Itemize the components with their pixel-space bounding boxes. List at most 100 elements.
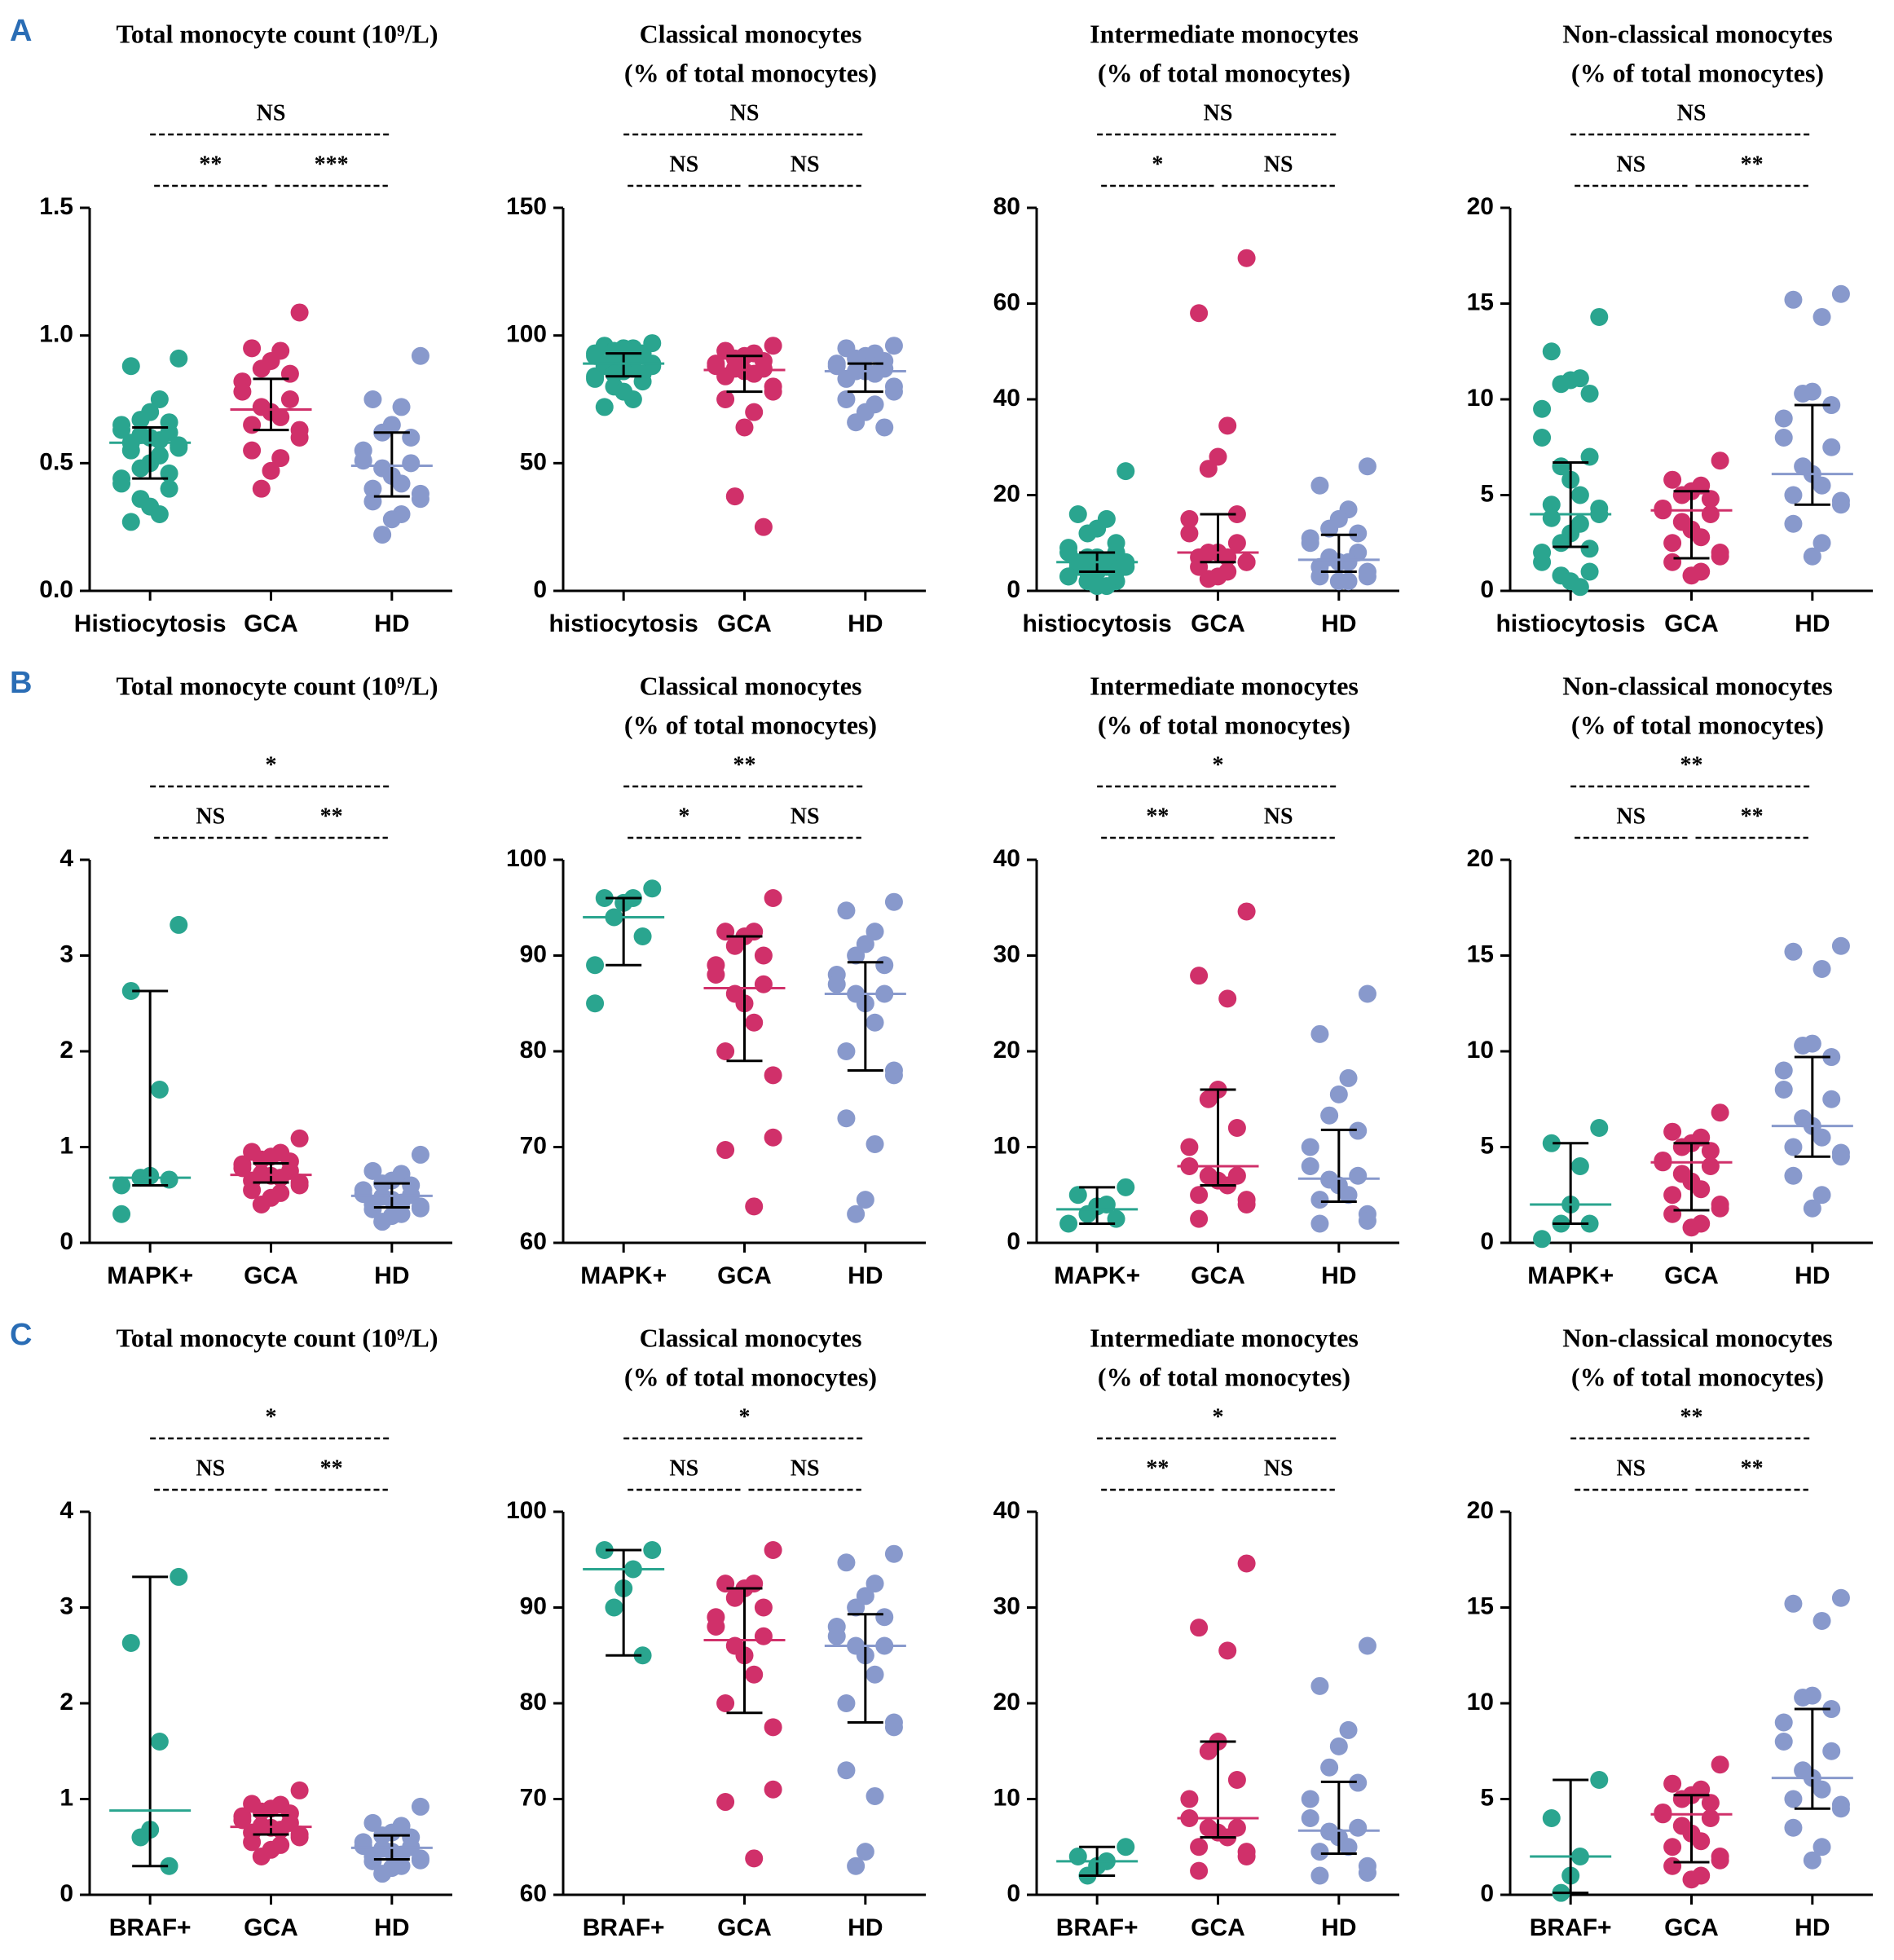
data-point (1068, 1186, 1087, 1205)
data-point (1831, 936, 1850, 955)
data-point (837, 1553, 856, 1572)
data-point (1117, 462, 1135, 481)
y-tick-label: 3 (59, 940, 73, 967)
data-point (837, 901, 856, 920)
data-point (1784, 486, 1803, 504)
data-point (290, 429, 309, 447)
data-point (112, 1176, 131, 1195)
x-tick-label: HD (1321, 610, 1356, 637)
data-point (373, 526, 392, 544)
y-tick-label: 2 (59, 1037, 73, 1064)
y-tick-label: 0 (59, 1880, 73, 1907)
data-point (1180, 1138, 1199, 1156)
data-point (754, 1627, 773, 1645)
data-point (1542, 1134, 1561, 1152)
data-point (1339, 1186, 1358, 1205)
chart-title: (% of total monocytes) (1098, 710, 1350, 739)
data-point (1301, 1809, 1319, 1827)
data-point (1552, 375, 1570, 394)
data-point (754, 946, 773, 965)
x-tick-label: histiocytosis (1022, 610, 1171, 637)
data-point (1784, 942, 1803, 961)
data-point (1237, 249, 1256, 267)
data-point (1358, 1211, 1376, 1230)
significance-label: NS (1616, 1456, 1645, 1481)
data-point (1580, 540, 1599, 558)
y-tick-label: 80 (993, 193, 1020, 220)
data-point (754, 1598, 773, 1617)
significance-label: * (266, 1404, 277, 1429)
data-point (716, 1793, 735, 1812)
y-tick-label: 20 (1467, 193, 1494, 220)
y-tick-label: 1.0 (39, 321, 73, 348)
data-point (112, 1205, 131, 1223)
data-point (160, 1170, 178, 1189)
data-point (586, 994, 605, 1013)
data-point (1663, 534, 1682, 553)
data-point (280, 390, 299, 408)
data-point (875, 956, 894, 975)
data-point (764, 382, 782, 401)
significance-label: NS (196, 804, 225, 829)
data-point (1237, 1196, 1256, 1213)
data-point (1068, 505, 1087, 523)
data-point (1784, 1790, 1803, 1808)
chart-title: Classical monocytes (640, 671, 862, 700)
data-point (1831, 1799, 1850, 1818)
y-tick-label: 50 (520, 448, 547, 475)
data-point (1822, 1090, 1841, 1108)
x-tick-label: histiocytosis (1495, 610, 1645, 637)
x-tick-label: BRAF+ (1530, 1914, 1612, 1941)
y-tick-label: 30 (993, 940, 1020, 967)
x-tick-label: HD (374, 610, 409, 637)
data-point (252, 1196, 271, 1213)
data-point (112, 421, 131, 439)
data-point (1701, 490, 1720, 509)
y-tick-label: 10 (993, 1132, 1020, 1159)
data-point (764, 889, 782, 907)
data-point (1227, 505, 1246, 523)
data-point (402, 454, 421, 473)
data-point (150, 390, 169, 408)
y-tick-label: 40 (993, 1497, 1020, 1524)
y-tick-label: 90 (520, 940, 547, 967)
data-point (1190, 1861, 1209, 1880)
significance-label: NS (1616, 804, 1645, 829)
data-point (1794, 1688, 1813, 1707)
data-point (866, 1786, 884, 1805)
data-point (884, 1066, 903, 1085)
data-point (363, 1813, 382, 1832)
data-point (363, 1161, 382, 1180)
data-point (363, 1200, 382, 1218)
data-point (1701, 1794, 1720, 1812)
y-tick-label: 10 (1467, 385, 1494, 412)
significance-label: NS (791, 1456, 820, 1481)
x-tick-label: HD (1321, 1914, 1356, 1941)
data-point (716, 1141, 735, 1160)
data-point (1339, 1838, 1358, 1856)
y-tick-label: 1 (59, 1132, 73, 1159)
x-tick-label: GCA (244, 1262, 298, 1289)
significance-label: NS (669, 1456, 698, 1481)
data-point (170, 1567, 188, 1586)
chart-title: Non-classical monocytes (1562, 1323, 1833, 1352)
data-point (884, 382, 903, 401)
data-point (1301, 1790, 1319, 1808)
data-point (1774, 1713, 1793, 1732)
data-point (1358, 1863, 1376, 1882)
data-point (586, 956, 605, 975)
data-point (271, 1169, 290, 1187)
significance-label: * (1152, 152, 1163, 177)
data-point (373, 1865, 392, 1883)
data-point (170, 915, 188, 934)
y-tick-label: 10 (993, 1784, 1020, 1811)
x-tick-label: HD (848, 1262, 883, 1289)
data-point (1711, 1103, 1729, 1122)
data-point (1237, 902, 1256, 921)
data-point (884, 1718, 903, 1737)
x-tick-label: MAPK+ (107, 1262, 193, 1289)
data-point (827, 1627, 846, 1645)
y-tick-label: 0 (1480, 1228, 1494, 1255)
y-tick-label: 2 (59, 1689, 73, 1716)
